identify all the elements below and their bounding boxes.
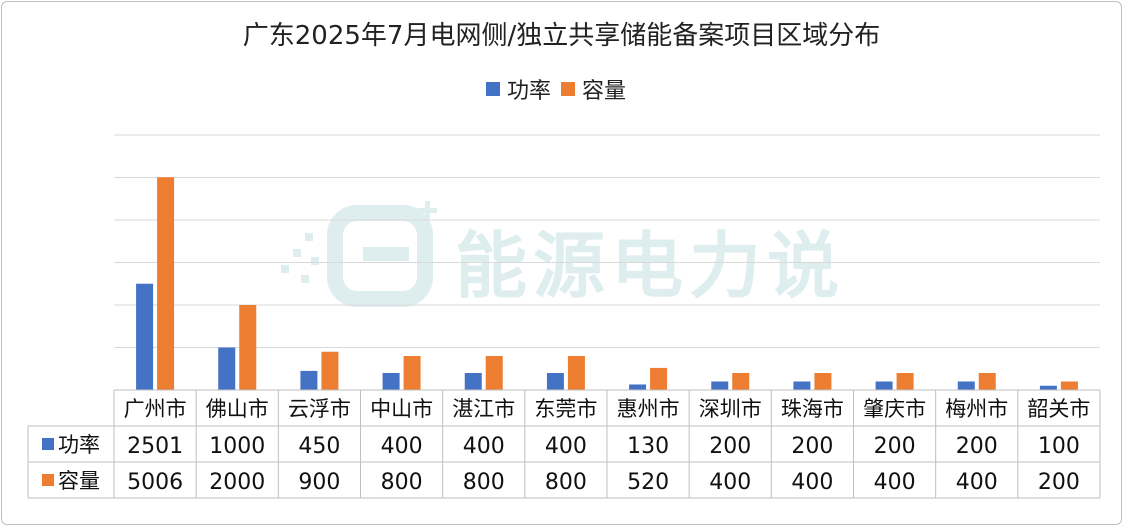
data-value: 400 — [463, 434, 505, 459]
legend-label-power: 功率 — [507, 79, 552, 104]
chart-title: 广东2025年7月电网侧/独立共享储能备案项目区域分布 — [242, 21, 881, 51]
data-value: 800 — [545, 470, 587, 495]
bar-capacity — [978, 373, 996, 390]
data-value: 800 — [463, 470, 505, 495]
legend-item-power: 功率 — [486, 73, 551, 105]
bar-power — [218, 347, 236, 390]
bar-power — [957, 381, 975, 390]
category-label: 韶关市 — [1027, 397, 1090, 421]
table-series-label: 容量 — [58, 469, 100, 493]
bar-power — [875, 381, 893, 390]
category-label: 中山市 — [370, 397, 433, 421]
data-value: 900 — [298, 470, 340, 495]
table-swatch — [42, 474, 54, 486]
category-label: 肇庆市 — [863, 397, 926, 421]
bar-capacity — [485, 356, 503, 390]
category-label: 惠州市 — [617, 397, 680, 421]
legend-label-capacity: 容量 — [582, 79, 627, 104]
data-value: 2501 — [127, 434, 183, 459]
bar-power — [629, 384, 647, 390]
bar-power — [382, 373, 400, 390]
category-label: 东莞市 — [534, 397, 597, 421]
bar-capacity — [814, 373, 832, 390]
bar-capacity — [732, 373, 750, 390]
data-value: 200 — [956, 434, 998, 459]
data-value: 450 — [298, 434, 340, 459]
data-value: 2000 — [209, 470, 265, 495]
legend-swatch-capacity — [561, 82, 576, 96]
category-label: 广州市 — [124, 397, 187, 421]
category-label: 珠海市 — [781, 397, 844, 421]
data-value: 200 — [874, 434, 916, 459]
category-label: 湛江市 — [452, 397, 515, 421]
category-label: 梅州市 — [945, 397, 1008, 421]
legend-item-capacity: 容量 — [561, 73, 626, 105]
data-value: 400 — [956, 470, 998, 495]
category-label: 佛山市 — [206, 397, 269, 421]
data-value: 400 — [709, 470, 751, 495]
data-value: 400 — [791, 470, 833, 495]
bar-power — [300, 370, 318, 390]
bar-capacity — [567, 356, 585, 390]
bar-capacity — [403, 356, 421, 390]
chart-legend: 功率 容量 — [486, 73, 636, 105]
data-value: 520 — [627, 470, 669, 495]
bar-power — [793, 381, 811, 390]
bar-power — [546, 373, 564, 390]
bar-power — [711, 381, 729, 390]
data-value: 200 — [791, 434, 833, 459]
bar-capacity — [239, 305, 257, 390]
bar-capacity — [650, 367, 668, 390]
table-series-label: 功率 — [58, 433, 100, 457]
bar-power — [1039, 385, 1057, 390]
data-value: 400 — [381, 434, 423, 459]
data-value: 5006 — [127, 470, 183, 495]
bar-capacity — [321, 351, 339, 390]
table-swatch — [42, 438, 54, 450]
data-value: 100 — [1038, 434, 1080, 459]
data-value: 1000 — [209, 434, 265, 459]
bar-capacity — [896, 373, 914, 390]
data-value: 800 — [381, 470, 423, 495]
data-value: 400 — [545, 434, 587, 459]
data-value: 130 — [627, 434, 669, 459]
data-value: 400 — [874, 470, 916, 495]
data-value: 200 — [1038, 470, 1080, 495]
legend-swatch-power — [486, 82, 500, 96]
bar-power — [464, 373, 482, 390]
bar-capacity — [157, 177, 175, 390]
category-label: 深圳市 — [699, 397, 762, 421]
category-label: 云浮市 — [288, 397, 351, 421]
bar-capacity — [1060, 381, 1078, 390]
bar-power — [136, 283, 154, 390]
data-value: 200 — [709, 434, 751, 459]
